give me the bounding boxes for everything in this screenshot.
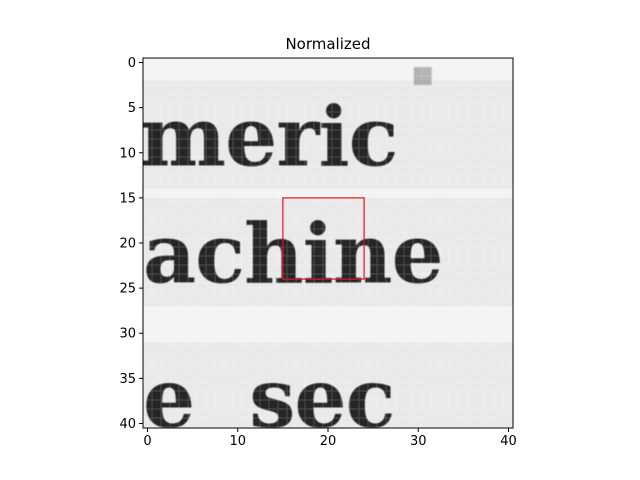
y-tick-label: 35 <box>119 372 136 387</box>
y-tick-label: 20 <box>119 237 136 252</box>
x-axis: 0 10 20 30 40 <box>143 428 517 449</box>
x-tick-label: 40 <box>500 434 517 449</box>
y-tick-label: 25 <box>119 282 136 297</box>
image-plot-area: mericachinee sec <box>143 58 513 428</box>
y-tick-label: 30 <box>119 327 136 342</box>
y-tick-label: 0 <box>128 56 136 71</box>
y-tick-label: 5 <box>128 101 136 116</box>
x-tick-label: 20 <box>320 434 337 449</box>
chart-title: Normalized <box>285 35 370 53</box>
highlight-box <box>282 197 365 280</box>
x-tick-label: 0 <box>143 434 151 449</box>
x-tick-label: 10 <box>229 434 246 449</box>
pixel-grid-overlay <box>143 58 513 428</box>
y-tick-label: 15 <box>119 191 136 206</box>
y-tick-label: 40 <box>119 417 136 432</box>
y-tick-label: 10 <box>119 146 136 161</box>
x-tick-label: 30 <box>410 434 427 449</box>
y-axis: 0 5 10 15 20 25 30 35 40 <box>119 56 143 432</box>
